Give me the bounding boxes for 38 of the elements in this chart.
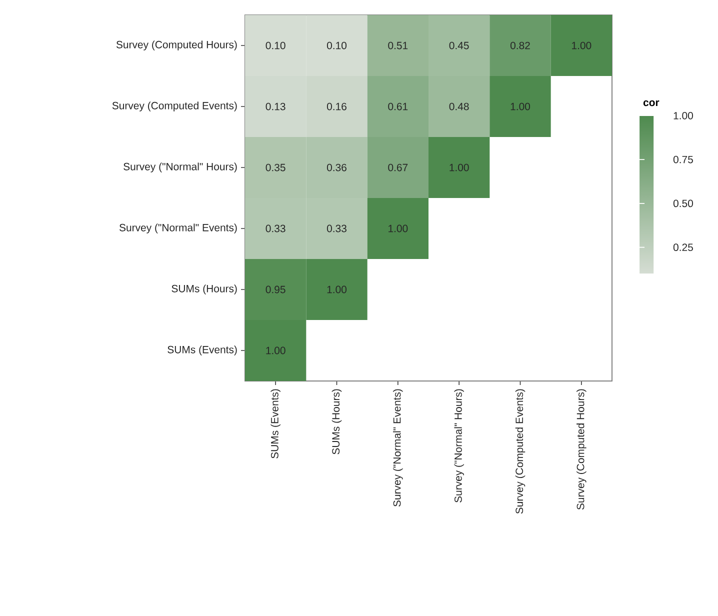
data-label: 1.00 <box>327 286 347 294</box>
color-bar-label: 0.75 <box>673 156 693 164</box>
data-label: 0.45 <box>449 42 469 50</box>
y-tick-label: Survey ("Normal" Hours) <box>124 162 237 172</box>
y-tick-label: SUMs (Hours) <box>172 284 237 294</box>
data-label: 0.33 <box>326 224 346 232</box>
data-label: 0.82 <box>510 42 530 50</box>
data-label: 0.13 <box>266 102 286 110</box>
data-label: 0.67 <box>388 164 408 172</box>
data-label: 0.10 <box>266 42 286 50</box>
data-label: 1.00 <box>572 42 592 50</box>
color-bar-label: 0.50 <box>673 200 693 208</box>
data-label: 1.00 <box>266 346 286 354</box>
data-label: 0.35 <box>266 164 286 172</box>
data-label: 1.00 <box>450 164 469 172</box>
y-tick-label: Survey ("Normal" Events) <box>119 224 237 234</box>
x-tick-label: SUMs (Events) <box>270 389 280 458</box>
data-label: 1.00 <box>510 102 530 110</box>
x-tick-label: Survey ("Normal" Hours) <box>454 389 464 502</box>
data-label: 0.36 <box>326 164 346 172</box>
y-tick-label: Survey (Computed Events) <box>112 102 237 112</box>
data-label: 0.10 <box>326 42 347 50</box>
x-tick-label: SUMs (Hours) <box>332 389 342 454</box>
color-bar-title: cor <box>643 100 660 106</box>
y-tick-label: Survey (Computed Hours) <box>116 40 237 50</box>
x-tick-label: Survey (Computed Hours) <box>576 389 586 510</box>
data-label: 0.33 <box>266 224 286 232</box>
x-tick-label: Survey ("Normal" Events) <box>393 389 403 507</box>
data-label: 0.95 <box>266 286 286 294</box>
y-tick-label: SUMs (Events) <box>168 346 237 356</box>
color-bar-label: 1.00 <box>674 112 693 120</box>
data-label: 1.00 <box>388 224 408 232</box>
color-bar-label: 0.25 <box>673 244 693 252</box>
data-label: 0.51 <box>388 42 408 50</box>
data-label: 0.16 <box>326 102 346 110</box>
x-tick-label: Survey (Computed Events) <box>515 389 526 514</box>
data-label: 0.61 <box>388 102 408 110</box>
data-label: 0.48 <box>449 102 469 110</box>
